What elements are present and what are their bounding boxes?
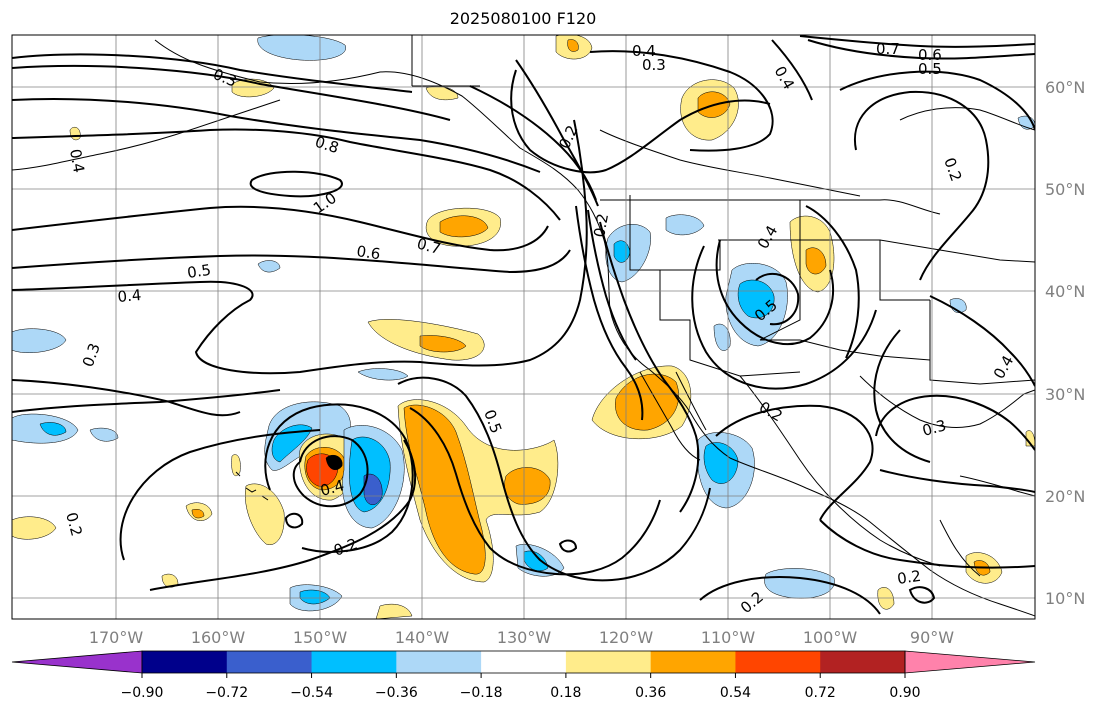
colorbar-segment xyxy=(481,651,567,673)
colorbar-segment xyxy=(650,651,736,673)
colorbar-tick-label: −0.36 xyxy=(375,685,418,701)
lon-tick-label: 130°W xyxy=(497,628,552,647)
contour-label: 0.5 xyxy=(186,261,212,282)
graticule xyxy=(12,35,1035,619)
colorbar-extend-min xyxy=(11,650,143,674)
contour-label: 0.3 xyxy=(920,416,948,440)
colorbar-frame xyxy=(141,650,906,674)
contour-label: 0.4 xyxy=(66,148,88,175)
colorbar-segment xyxy=(820,651,906,673)
map-title: 2025080100 F120 xyxy=(449,9,597,28)
lat-tick-label: 10°N xyxy=(1045,589,1085,608)
lat-tick-label: 60°N xyxy=(1045,78,1085,97)
colorbar-tick-label: 0.90 xyxy=(889,685,920,701)
contour-label: 0.2 xyxy=(590,212,612,239)
lon-tick-label: 170°W xyxy=(89,628,144,647)
contour-label: 0.3 xyxy=(642,56,666,74)
colorbar-segment xyxy=(565,651,652,673)
colorbar: −0.90 −0.72 −0.54 −0.36 −0.18 0.18 0.36 0.54 0.7… xyxy=(11,650,1036,701)
lon-tick-label: 100°W xyxy=(803,628,858,647)
lon-tick-label: 120°W xyxy=(599,628,654,647)
colorbar-tick-label: 0.36 xyxy=(635,685,666,701)
colorbar-segment xyxy=(396,651,482,673)
colorbar-tick-label: 0.72 xyxy=(805,685,836,701)
colorbar-segment xyxy=(735,651,821,673)
colorbar-tick-label: −0.54 xyxy=(290,685,333,701)
contour-label: 0.6 xyxy=(355,242,381,263)
contour-label: 0.4 xyxy=(318,476,346,500)
lon-tick-label: 150°W xyxy=(293,628,348,647)
lat-tick-label: 40°N xyxy=(1045,282,1085,301)
contour-label: 0.5 xyxy=(918,60,942,78)
map-frame xyxy=(11,34,1036,620)
contour-label: 0.2 xyxy=(62,510,86,538)
lon-tick-label: 110°W xyxy=(701,628,756,647)
colorbar-tick-label: −0.72 xyxy=(205,685,248,701)
contour-label: 0.4 xyxy=(632,42,656,60)
lon-tick-label: 140°W xyxy=(395,628,450,647)
colorbar-tick-label: 0.54 xyxy=(720,685,751,701)
lat-tick-label: 20°N xyxy=(1045,487,1085,506)
lon-tick-label: 90°W xyxy=(910,628,954,647)
colorbar-segment xyxy=(142,651,228,673)
colorbar-tick-label: 0.18 xyxy=(550,685,581,701)
contour-label: 0.7 xyxy=(415,234,443,258)
latitude-labels: 60°N 50°N 40°N 30°N 20°N 10°N xyxy=(1045,78,1085,608)
lat-tick-label: 50°N xyxy=(1045,180,1085,199)
longitude-labels: 170°W 160°W 150°W 140°W 130°W 120°W 110°… xyxy=(89,628,954,647)
contour-label: 0.6 xyxy=(918,46,942,64)
colorbar-extend-max xyxy=(904,650,1036,674)
colorbar-tick-label: −0.90 xyxy=(121,685,164,701)
contour-label: 0.4 xyxy=(117,286,142,306)
contour-label: 0.2 xyxy=(896,567,922,588)
lat-tick-label: 30°N xyxy=(1045,385,1085,404)
lon-tick-label: 160°W xyxy=(191,628,246,647)
colorbar-segment xyxy=(226,651,313,673)
colorbar-tick-label: −0.18 xyxy=(460,685,503,701)
colorbar-segment xyxy=(311,651,397,673)
contour-lines xyxy=(12,35,1035,615)
contour-label: 0.7 xyxy=(876,40,900,58)
